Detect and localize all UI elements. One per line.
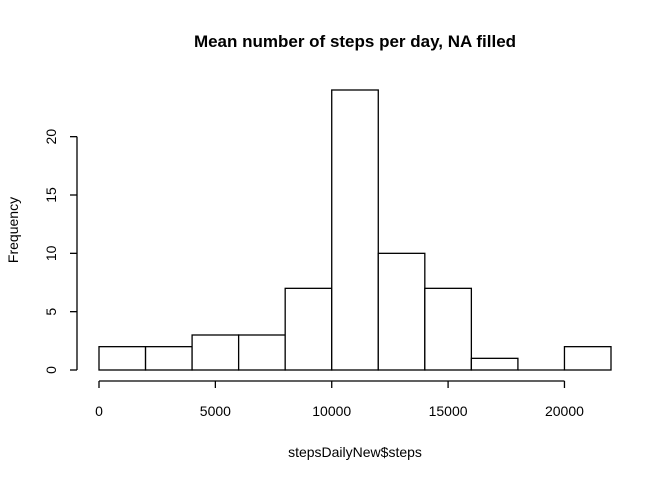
histogram-bar: [284, 287, 333, 371]
histogram-bar: [98, 346, 147, 371]
y-tick-label: 15: [43, 187, 59, 203]
x-axis: 0 5000 10000 15000 20000: [95, 380, 584, 419]
histogram-bar: [237, 334, 286, 371]
histogram-bar: [191, 334, 240, 371]
chart-title: Mean number of steps per day, NA filled: [194, 32, 516, 51]
histogram-bar: [144, 346, 193, 371]
y-tick-label: 10: [43, 245, 59, 261]
x-tick-label: 10000: [312, 403, 351, 419]
histogram-bar: [377, 252, 426, 371]
y-axis: 0 5 10 15 20: [43, 129, 78, 374]
x-axis-label: stepsDaily​New$steps: [288, 444, 422, 460]
histogram-bar: [424, 287, 473, 371]
y-tick-label: 20: [43, 129, 59, 145]
y-axis-label: Frequency: [5, 197, 21, 263]
x-tick-label: 15000: [429, 403, 468, 419]
x-tick-label: 5000: [200, 403, 231, 419]
y-tick-label: 0: [43, 366, 59, 374]
y-tick-label: 5: [43, 308, 59, 316]
histogram-bar: [331, 89, 379, 371]
histogram-bar: [470, 357, 519, 371]
x-tick-label: 20000: [545, 403, 584, 419]
histogram-bar: [563, 346, 612, 371]
x-tick-label: 0: [95, 403, 103, 419]
histogram-bars: [98, 89, 612, 371]
